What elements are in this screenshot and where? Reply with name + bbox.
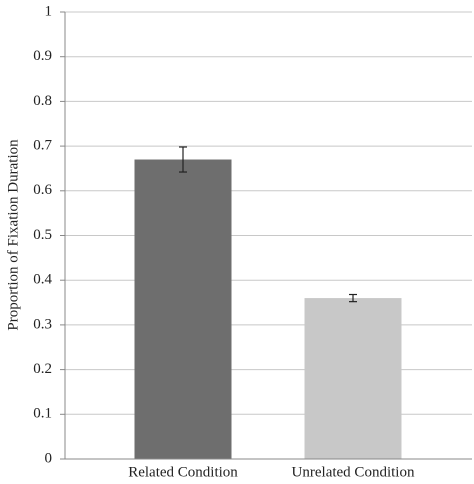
error-bar — [349, 293, 357, 303]
x-tick-label: Unrelated Condition — [292, 464, 415, 480]
y-axis-label: Proportion of Fixation Duration — [5, 139, 21, 331]
y-tick-label: 0.4 — [33, 272, 52, 288]
bar — [304, 298, 402, 459]
y-tick-label: 0.2 — [33, 361, 52, 377]
y-tick-label: 0.5 — [33, 227, 52, 243]
error-bar — [179, 146, 187, 173]
y-tick-label: 1 — [45, 3, 53, 19]
y-tick-label: 0.9 — [33, 48, 52, 64]
y-tick-label: 0.7 — [33, 138, 52, 154]
y-tick-label: 0.3 — [33, 316, 52, 332]
y-tick-label: 0.6 — [33, 182, 52, 198]
y-tick-label: 0.1 — [33, 406, 52, 422]
x-tick-label: Related Condition — [128, 464, 238, 480]
y-tick-label: 0 — [45, 450, 53, 466]
bar — [134, 159, 232, 459]
y-tick-label: 0.8 — [33, 93, 52, 109]
